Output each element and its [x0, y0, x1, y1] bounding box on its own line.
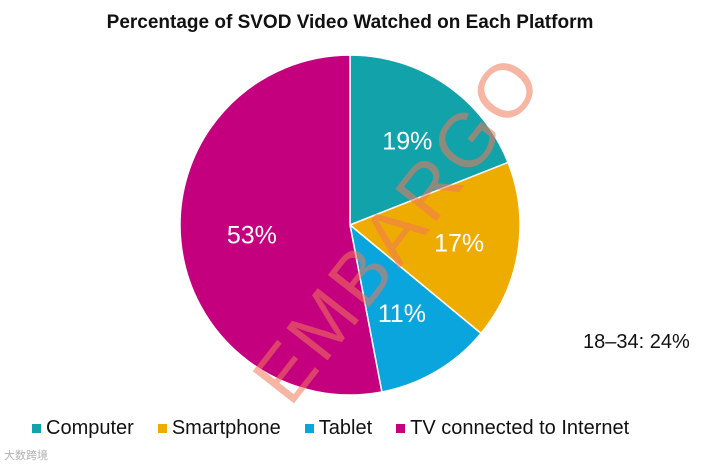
slice-label-smartphone: 17%: [434, 229, 484, 257]
legend: Computer Smartphone Tablet TV connected …: [32, 417, 653, 440]
pie-slice-tablet: [348, 223, 483, 393]
legend-label-smartphone: Smartphone: [171, 417, 281, 439]
age-annotation: 18–34: 24%: [583, 331, 690, 353]
slice-label-tablet: 11%: [378, 300, 426, 328]
legend-item-tablet: Tablet: [304, 417, 373, 440]
legend-label-tablet: Tablet: [318, 417, 373, 439]
legend-item-computer: Computer: [32, 417, 134, 440]
legend-label-tv: TV connected to Internet: [410, 417, 630, 439]
chart-title: Percentage of SVOD Video Watched on Each…: [106, 12, 594, 33]
legend-item-smartphone: Smartphone: [157, 417, 281, 440]
legend-swatch-tablet: [304, 424, 314, 433]
legend-swatch-smartphone: [157, 424, 167, 433]
pie-slice-computer: [349, 54, 510, 227]
legend-swatch-computer: [32, 424, 41, 433]
footer-watermark: 大数跨境: [4, 450, 48, 462]
legend-swatch-tv: [396, 424, 406, 433]
legend-label-computer: Computer: [46, 417, 134, 439]
slice-label-tv: 53%: [227, 221, 277, 249]
pie-slice-smartphone: [348, 161, 521, 335]
legend-item-tv: TV connected to Internet: [396, 417, 629, 440]
slice-label-computer: 19%: [382, 128, 432, 156]
pie-slice-tv: [179, 54, 383, 396]
